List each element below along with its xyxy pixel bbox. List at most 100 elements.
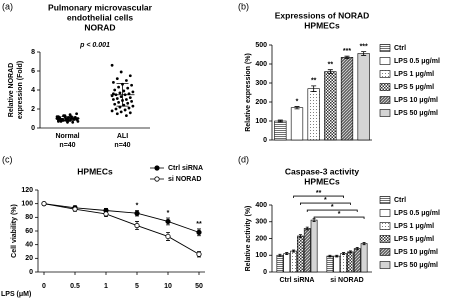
sample-size: n=40 [59, 142, 75, 149]
legend-label: LPS 50 μg/ml [394, 262, 438, 269]
legend-swatch [379, 235, 391, 243]
bar [290, 250, 297, 273]
legend-swatch [379, 248, 391, 256]
y-tick-label: 100 [21, 201, 33, 208]
point [113, 88, 117, 92]
error-bar [298, 234, 302, 238]
error-bar [328, 254, 332, 258]
y-tick-label: 0 [263, 269, 267, 276]
point [125, 79, 128, 82]
y-tick-label: 20 [25, 255, 33, 262]
point [112, 98, 115, 101]
marker [134, 210, 140, 216]
error-bar [61, 116, 74, 121]
significance: * [167, 210, 170, 217]
significance: ** [311, 78, 317, 85]
error-bar [327, 69, 333, 74]
bar [347, 251, 354, 273]
bar [340, 253, 347, 273]
y-tick-label: 2 [31, 106, 35, 113]
bar [307, 88, 320, 141]
y-axis-label: Relative activity (%) [245, 206, 252, 272]
legend-swatch [379, 196, 391, 204]
legend-swatch [379, 209, 391, 217]
bar [353, 248, 361, 273]
y-axis-label: Relative expression (%) [245, 53, 252, 132]
legend-label: LPS 5 μg/ml [394, 236, 434, 243]
x-tick-label: Normal [55, 133, 79, 140]
legend-label: LPS 0.5 μg/ml [394, 58, 440, 65]
chart-title: Expressions of NORAD [275, 10, 369, 20]
point [66, 120, 69, 124]
error-bar [285, 252, 289, 255]
panel-label: (d) [238, 154, 249, 164]
y-tick-label: 0 [29, 269, 33, 276]
chart-title: endothelial cells [67, 12, 133, 22]
legend-marker [154, 165, 160, 171]
significance: ** [316, 190, 322, 197]
legend-swatch [379, 96, 391, 104]
chart-title: HPMECs [304, 176, 340, 186]
error-bar [311, 85, 317, 92]
legend-label: Ctrl [394, 45, 406, 52]
y-tick-label: 120 [21, 187, 33, 194]
point [119, 110, 123, 114]
legend-label: LPS 1 μg/ml [394, 223, 434, 230]
y-tick-label: 400 [255, 61, 267, 68]
point [75, 112, 78, 116]
bar [310, 219, 318, 273]
error-bar [116, 82, 129, 107]
marker [165, 233, 171, 240]
legend-label: LPS 0.5 μg/ml [394, 210, 440, 217]
point [128, 96, 132, 99]
point [115, 77, 119, 80]
significance: * [324, 197, 327, 204]
legend-swatch [379, 44, 391, 52]
x-tick-label: 5 [135, 283, 139, 290]
error-bar [292, 249, 296, 253]
x-tick-label: Ctrl siRNA [279, 277, 314, 284]
x-tick-label: ALI [117, 133, 128, 140]
y-tick-label: 60 [25, 228, 33, 235]
y-tick-label: 40 [25, 242, 33, 249]
y-tick-label: 300 [255, 219, 267, 226]
point [125, 114, 128, 118]
legend-swatch [379, 222, 391, 230]
y-tick-label: 100 [255, 118, 267, 125]
point [131, 104, 135, 108]
bar [360, 243, 368, 273]
point [68, 113, 72, 117]
significance: *** [360, 43, 368, 50]
bar [357, 53, 370, 141]
point [117, 100, 120, 104]
point [117, 85, 120, 89]
chart-title: Pulmonary microvascular [48, 2, 153, 12]
bar [340, 57, 354, 141]
legend-swatch [379, 83, 391, 91]
point [115, 112, 119, 116]
y-tick-label: 4 [31, 87, 35, 94]
y-tick-label: 200 [255, 99, 267, 106]
point [122, 89, 126, 93]
marker [72, 206, 78, 212]
significance-bracket [306, 209, 358, 213]
chart-title: HPMECs [304, 20, 340, 30]
significance: *** [343, 48, 351, 55]
legend-swatch [379, 109, 391, 117]
legend-label: LPS 10 μg/ml [394, 97, 438, 104]
marker [196, 229, 202, 235]
legend-swatch [379, 70, 391, 78]
marker [165, 218, 171, 225]
y-tick-label: 0 [263, 137, 267, 144]
error-bar [361, 51, 367, 56]
point [55, 115, 59, 118]
point [130, 83, 134, 87]
annotation: p < 0.001 [79, 42, 110, 49]
marker [41, 201, 47, 207]
point [114, 107, 118, 111]
legend-label: Ctrl [394, 197, 406, 204]
point [128, 111, 132, 115]
legend-marker [154, 176, 160, 182]
point [126, 101, 130, 105]
